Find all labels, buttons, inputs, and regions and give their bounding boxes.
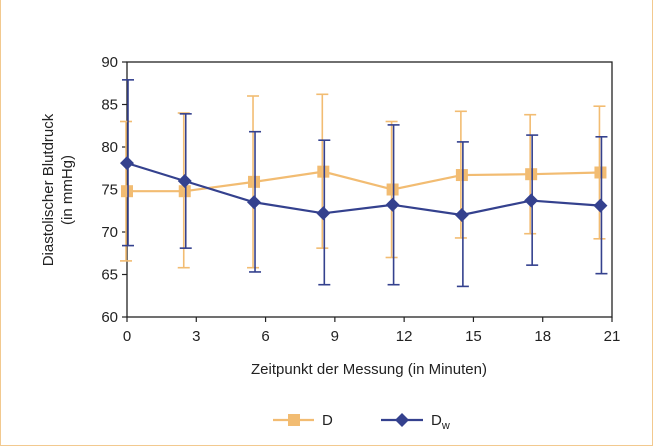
x-tick-label: 9 xyxy=(331,328,339,345)
y-axis-title-line2: (in mmHg) xyxy=(59,155,76,225)
x-tick-label: 15 xyxy=(465,328,482,345)
series-d xyxy=(120,93,607,269)
data-point-d xyxy=(525,168,538,181)
y-tick-label: 70 xyxy=(101,224,118,241)
data-point-dw xyxy=(593,198,608,213)
y-axis-title-line1: Diastolischer Blutdruck xyxy=(40,113,57,266)
legend-label-d: D xyxy=(322,412,333,429)
data-point-dw xyxy=(524,193,539,208)
data-point-d xyxy=(121,185,133,198)
series-line-dw xyxy=(126,162,601,217)
legend-marker-d xyxy=(288,414,300,426)
data-point-d xyxy=(178,185,191,198)
data-point-d xyxy=(455,169,468,182)
x-tick-label: 21 xyxy=(604,328,621,345)
data-point-d xyxy=(248,175,261,188)
y-tick-label: 90 xyxy=(101,54,118,71)
data-point-dw xyxy=(454,208,469,222)
legend-item-d: D xyxy=(273,412,333,429)
series-layer xyxy=(120,79,608,288)
x-tick-label: 3 xyxy=(192,328,200,345)
legend-item-dw: Dw xyxy=(381,412,450,432)
data-point-d xyxy=(594,166,607,179)
series-line-d xyxy=(127,170,601,193)
y-tick-label: 60 xyxy=(101,309,118,326)
legend: D Dw xyxy=(273,412,450,432)
legend-marker-dw xyxy=(395,413,409,427)
data-point-dw xyxy=(385,197,400,212)
y-tick-label: 80 xyxy=(101,139,118,156)
x-axis-ticks: 0 3 6 9 12 15 18 21 xyxy=(123,317,621,345)
x-axis-title: Zeitpunkt der Messung (in Minuten) xyxy=(251,361,487,378)
data-point-dw xyxy=(177,174,192,188)
x-tick-label: 12 xyxy=(396,328,413,345)
data-point-dw xyxy=(247,195,262,210)
legend-label-dw: Dw xyxy=(431,412,450,432)
y-tick-label: 65 xyxy=(101,267,118,284)
data-point-dw xyxy=(120,156,134,171)
x-tick-label: 18 xyxy=(534,328,551,345)
y-tick-label: 75 xyxy=(101,182,118,199)
data-point-dw xyxy=(316,206,331,221)
y-tick-label: 85 xyxy=(101,97,118,114)
x-tick-label: 6 xyxy=(261,328,269,345)
x-tick-label: 0 xyxy=(123,328,131,345)
series-dw xyxy=(120,79,608,288)
data-point-d xyxy=(317,165,330,178)
data-point-d xyxy=(386,183,399,196)
